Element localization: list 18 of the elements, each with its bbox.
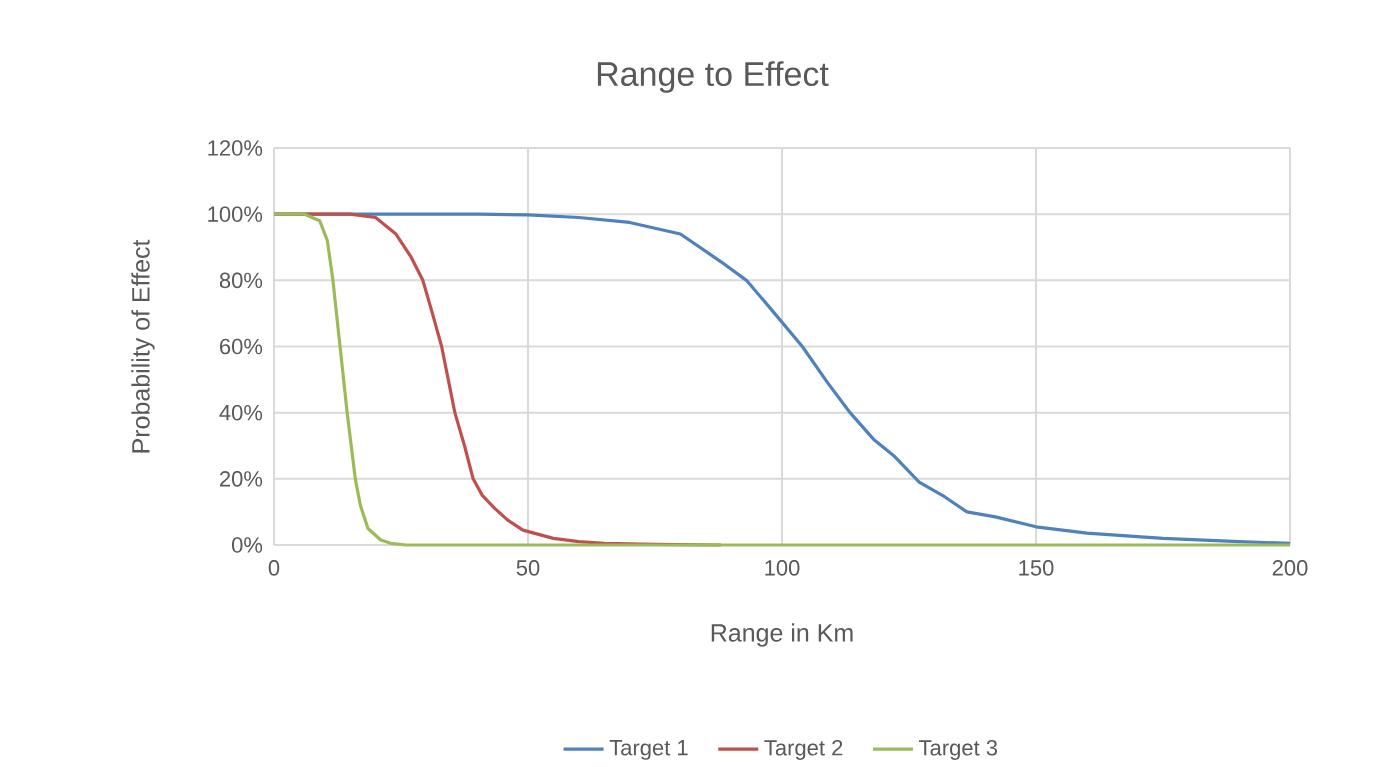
y-tick-label: 80% <box>219 272 263 289</box>
x-tick-label: 150 <box>1019 560 1054 576</box>
x-tick-label: 100 <box>765 560 800 576</box>
legend-label: Target 1 <box>609 740 688 760</box>
y-tick-label: 100% <box>208 206 263 222</box>
x-tick-label: 200 <box>1272 560 1308 576</box>
y-tick-label: 0% <box>231 537 263 553</box>
y-tick-label: 20% <box>220 471 263 487</box>
chart-title: Range to Effect <box>597 61 829 93</box>
y-tick-label: 120% <box>208 140 263 156</box>
x-tick-label: 50 <box>516 560 540 576</box>
x-tick-label: 0 <box>268 560 280 576</box>
legend-label: Target 3 <box>919 740 998 760</box>
y-axis-title: Probability of Effect <box>131 239 155 453</box>
x-axis-title: Range in Km <box>711 623 853 647</box>
y-tick-label: 60% <box>220 338 263 355</box>
y-tick-label: 40% <box>219 404 263 421</box>
legend-label: Target 2 <box>764 740 843 760</box>
